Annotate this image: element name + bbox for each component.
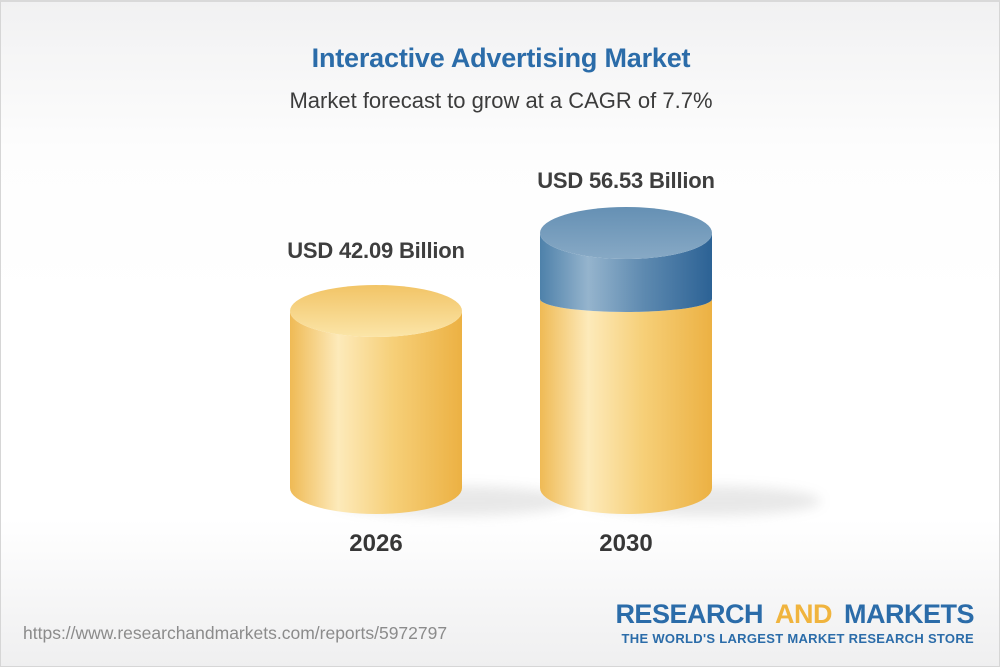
bar-2030-cylinder-base-segment <box>540 299 712 514</box>
logo-word-research: RESEARCH <box>615 599 763 629</box>
bar-2026-cylinder-side <box>290 311 462 514</box>
bar-2030-cylinder-top <box>540 207 712 259</box>
page-title: Interactive Advertising Market <box>311 43 691 73</box>
logo-tagline: THE WORLD'S LARGEST MARKET RESEARCH STOR… <box>621 631 974 646</box>
bar-2026-cylinder-top <box>290 285 462 337</box>
logo-word-and: AND <box>774 599 833 629</box>
logo-word-markets: MARKETS <box>844 599 975 629</box>
research-and-markets-logo: RESEARCH AND MARKETS THE WORLD'S LARGEST… <box>615 600 974 646</box>
category-label-2030: 2030 <box>599 530 653 557</box>
logo-wordmark: RESEARCH AND MARKETS <box>615 600 974 628</box>
category-label-2026: 2026 <box>349 530 403 557</box>
value-label-2026: USD 42.09 Billion <box>287 238 465 263</box>
value-label-2030: USD 56.53 Billion <box>537 168 715 193</box>
bar-2030-cylinder-increment-segment <box>540 233 712 312</box>
report-url-link[interactable]: https://www.researchandmarkets.com/repor… <box>23 623 448 643</box>
chart-subtitle: Market forecast to grow at a CAGR of 7.7… <box>289 88 713 113</box>
